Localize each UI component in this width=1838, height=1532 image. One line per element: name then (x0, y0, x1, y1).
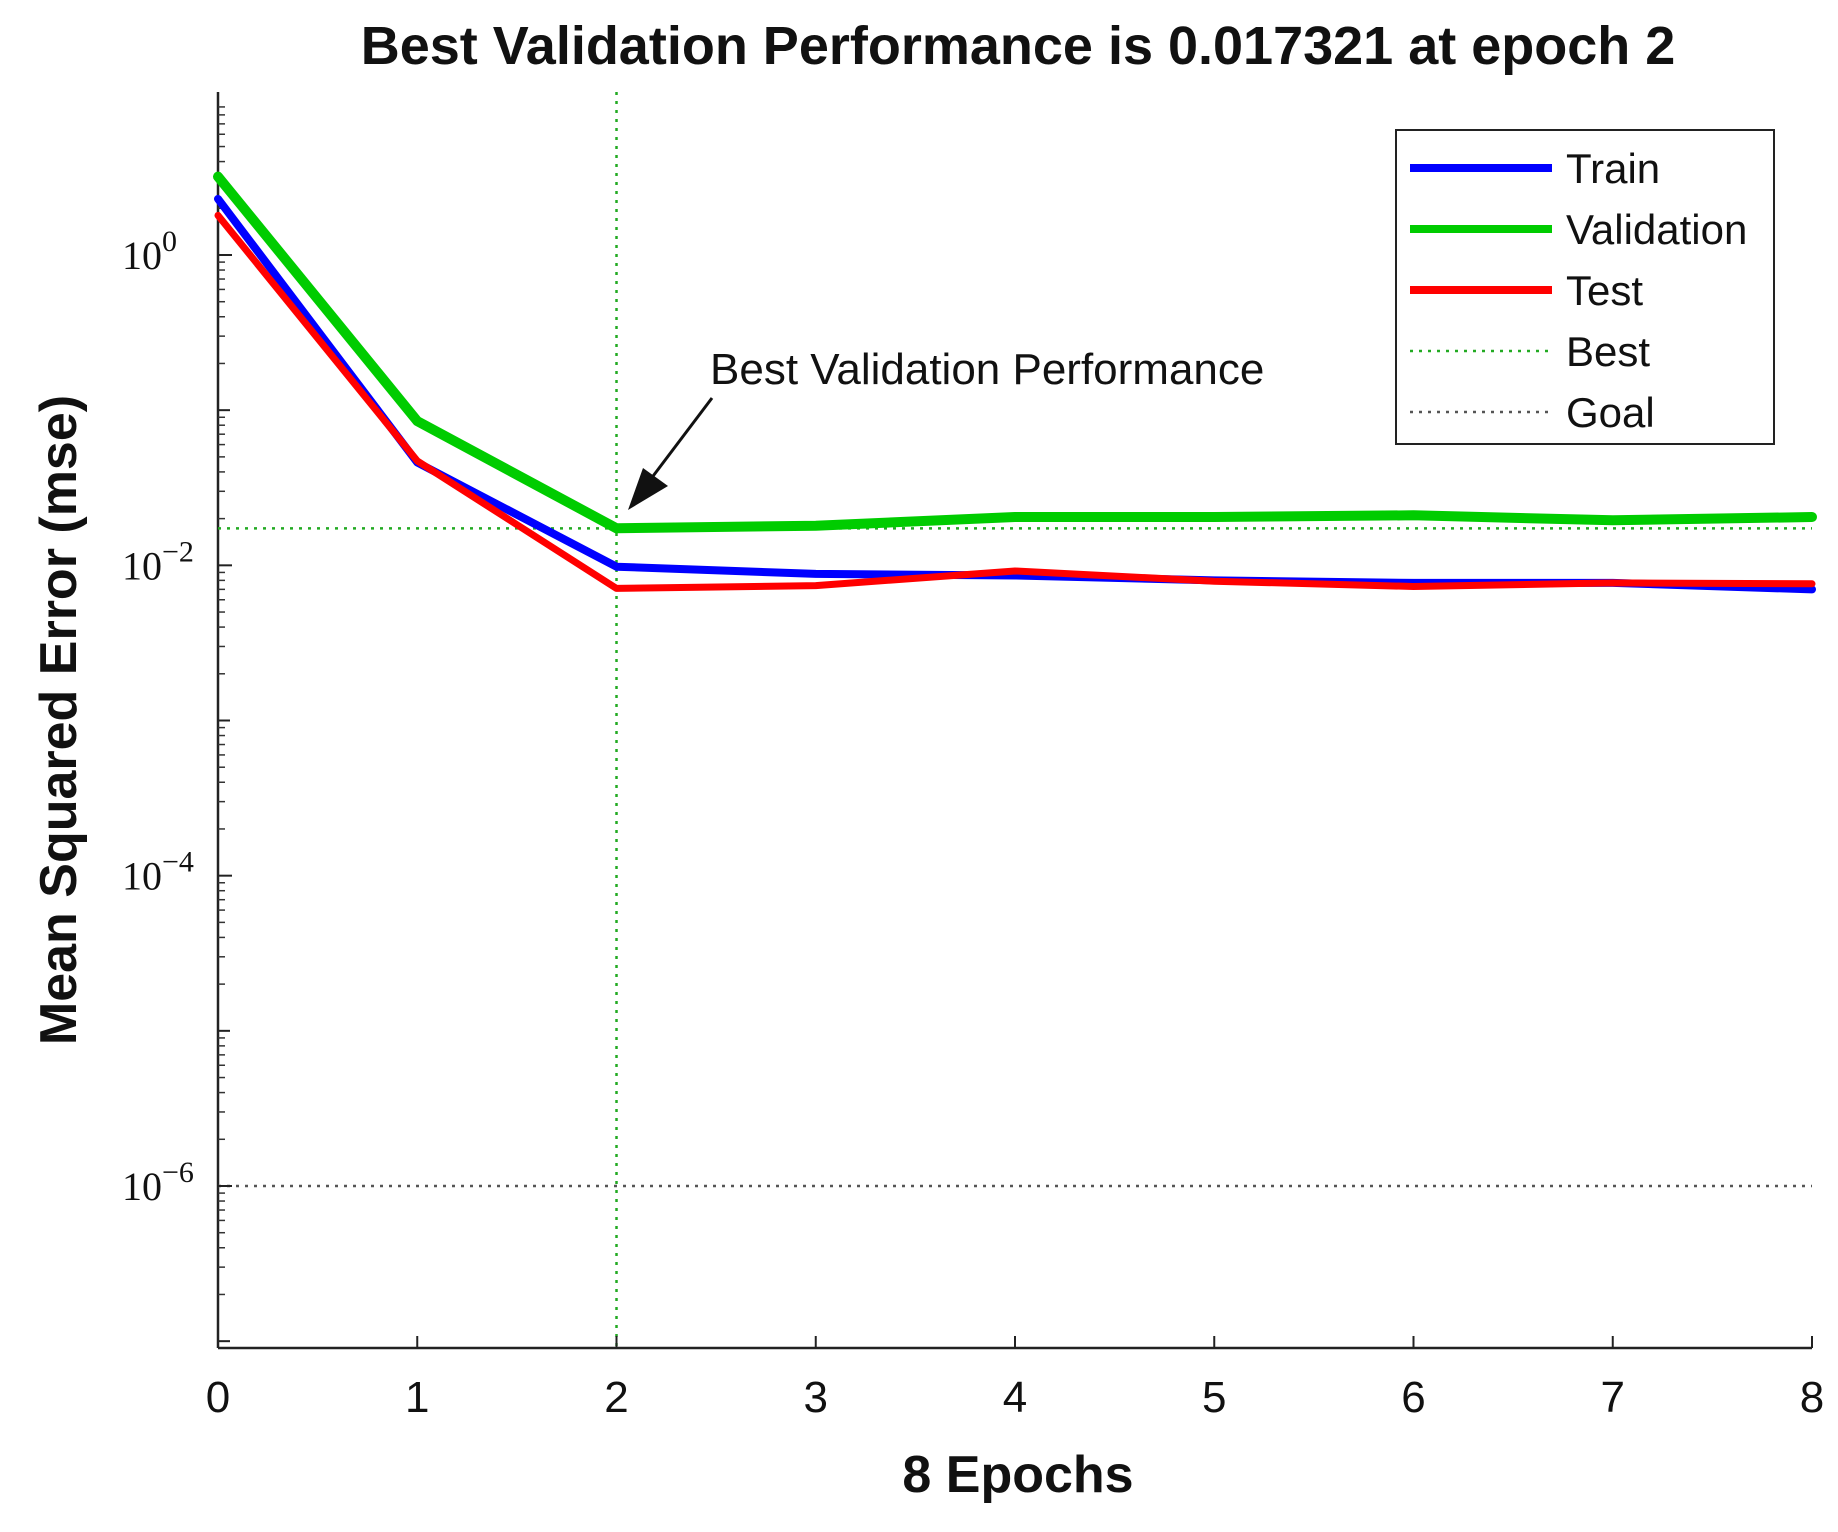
y-ticks: 100 10−2 10−4 10−6 (122, 106, 232, 1343)
annotation-text: Best Validation Performance (710, 345, 1264, 394)
annotation-arrow-head (628, 468, 668, 510)
x-tick-label: 7 (1601, 1373, 1625, 1422)
x-tick-label: 8 (1800, 1373, 1824, 1422)
legend: Train Validation Test Best Goal (1395, 129, 1775, 445)
legend-label-validation: Validation (1566, 206, 1747, 253)
x-tick-label: 6 (1401, 1373, 1425, 1422)
chart-title: Best Validation Performance is 0.017321 … (361, 16, 1676, 76)
y-tick-label: 10−6 (122, 1156, 194, 1209)
x-tick-label: 5 (1202, 1373, 1226, 1422)
legend-label-train: Train (1566, 145, 1660, 192)
x-axis-label: 8 Epochs (902, 1446, 1133, 1504)
x-tick-label: 1 (405, 1373, 429, 1422)
x-tick-label: 2 (604, 1373, 628, 1422)
best-annotation: Best Validation Performance (628, 345, 1264, 510)
y-tick-label: 100 (122, 225, 177, 278)
y-tick-label: 10−4 (122, 846, 194, 899)
legend-label-best: Best (1566, 328, 1650, 375)
x-tick-label: 0 (206, 1373, 230, 1422)
x-ticks: 0 1 2 3 4 5 6 7 8 (206, 1336, 1824, 1422)
series-line-test (214, 211, 1816, 592)
series-line-validation (213, 171, 1817, 534)
reference-lines (218, 92, 1812, 1348)
y-axis-label: Mean Squared Error (mse) (30, 395, 88, 1045)
x-tick-label: 4 (1003, 1373, 1027, 1422)
legend-label-goal: Goal (1566, 389, 1655, 436)
legend-label-test: Test (1566, 267, 1643, 314)
x-tick-label: 3 (804, 1373, 828, 1422)
series-lines (213, 171, 1817, 594)
y-tick-label: 10−2 (122, 535, 194, 588)
